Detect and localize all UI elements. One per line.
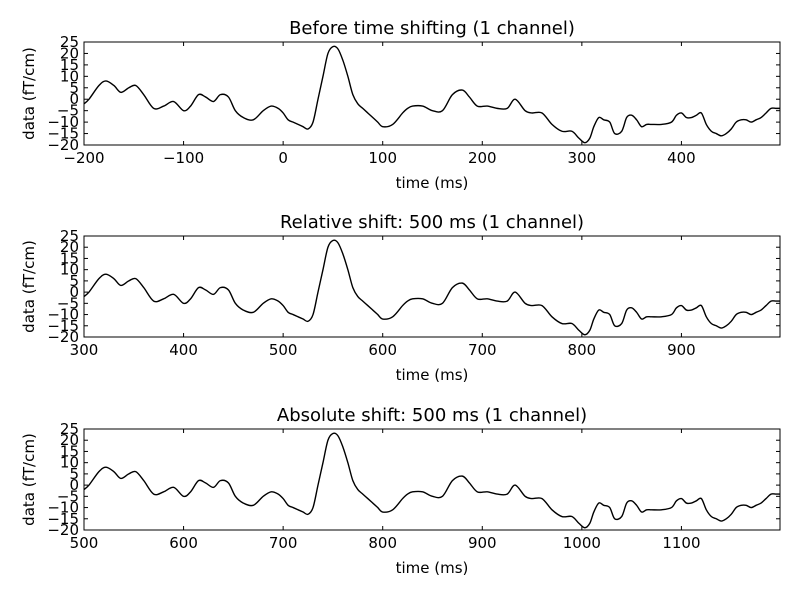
- chart-title: Before time shifting (1 channel): [289, 18, 575, 39]
- y-tick-label: 10: [60, 261, 79, 279]
- series-line-1: [83, 45, 780, 144]
- y-tick-label: 15: [60, 56, 79, 74]
- y-axis-label: data (fT/cm): [20, 240, 38, 333]
- axes-frame: [83, 41, 781, 146]
- x-tick-label: 500: [269, 341, 298, 359]
- x-tick-label: 500: [70, 534, 99, 552]
- subplot-2: Relative shift: 500 ms (1 channel) time (…: [20, 212, 781, 384]
- x-tick-label: 0: [278, 149, 288, 167]
- x-tick-label: 200: [468, 149, 497, 167]
- series-line-1: [83, 432, 780, 529]
- x-tick-label: 800: [368, 534, 397, 552]
- y-tick-label: 20: [60, 238, 79, 256]
- x-tick-label: 300: [568, 149, 597, 167]
- y-tick-label: 0: [69, 90, 79, 108]
- axes-frame: [83, 428, 781, 531]
- subplot-1: Before time shifting (1 channel) time (ms…: [20, 18, 781, 192]
- x-axis-label: time (ms): [396, 174, 469, 192]
- x-tick-label: 400: [169, 341, 198, 359]
- y-tick-label: 20: [60, 44, 79, 62]
- x-tick-label: 400: [667, 149, 696, 167]
- x-tick-label: 1100: [662, 534, 700, 552]
- y-tick-label: −20: [47, 328, 79, 346]
- y-axis-label: data (fT/cm): [20, 47, 38, 140]
- x-tick-label: 600: [368, 341, 397, 359]
- y-tick-label: 0: [69, 283, 79, 301]
- y-tick-label: −10: [47, 113, 79, 131]
- y-tick-label: −10: [47, 499, 79, 517]
- axes-frame: [83, 235, 781, 338]
- y-tick-label: 20: [60, 431, 79, 449]
- subplot-3: Absolute shift: 500 ms (1 channel) time (…: [20, 405, 781, 577]
- x-tick-label: 900: [468, 534, 497, 552]
- y-axis-label: data (fT/cm): [20, 433, 38, 526]
- chart-title: Relative shift: 500 ms (1 channel): [280, 212, 584, 233]
- y-tick-label: 0: [69, 476, 79, 494]
- y-tick-label: −5: [57, 487, 79, 505]
- y-tick-label: 5: [69, 79, 79, 97]
- y-tick-label: 15: [60, 249, 79, 267]
- y-tick-label: 5: [69, 272, 79, 290]
- y-tick-label: −5: [57, 102, 79, 120]
- y-tick-label: −5: [57, 294, 79, 312]
- y-tick-label: 15: [60, 442, 79, 460]
- series-line-1: [83, 239, 780, 336]
- x-tick-label: 700: [269, 534, 298, 552]
- y-tick-label: −15: [47, 510, 79, 528]
- x-tick-label: 800: [568, 341, 597, 359]
- x-axis-label: time (ms): [396, 559, 469, 577]
- x-tick-label: 900: [667, 341, 696, 359]
- y-tick-label: −15: [47, 317, 79, 335]
- y-tick-label: −20: [47, 136, 79, 154]
- x-tick-label: 700: [468, 341, 497, 359]
- x-axis-label: time (ms): [396, 366, 469, 384]
- y-tick-label: 5: [69, 465, 79, 483]
- x-tick-label: −200: [63, 149, 104, 167]
- y-tick-label: 25: [60, 33, 79, 51]
- y-tick-label: −10: [47, 306, 79, 324]
- x-tick-label: −100: [163, 149, 204, 167]
- y-tick-label: 25: [60, 420, 79, 438]
- x-tick-label: 300: [70, 341, 99, 359]
- y-tick-label: −15: [47, 125, 79, 143]
- y-tick-label: 10: [60, 454, 79, 472]
- y-tick-label: −20: [47, 521, 79, 539]
- y-tick-label: 25: [60, 227, 79, 245]
- chart-title: Absolute shift: 500 ms (1 channel): [277, 405, 587, 426]
- x-tick-label: 600: [169, 534, 198, 552]
- x-tick-label: 1000: [563, 534, 601, 552]
- x-tick-label: 100: [368, 149, 397, 167]
- y-tick-label: 10: [60, 67, 79, 85]
